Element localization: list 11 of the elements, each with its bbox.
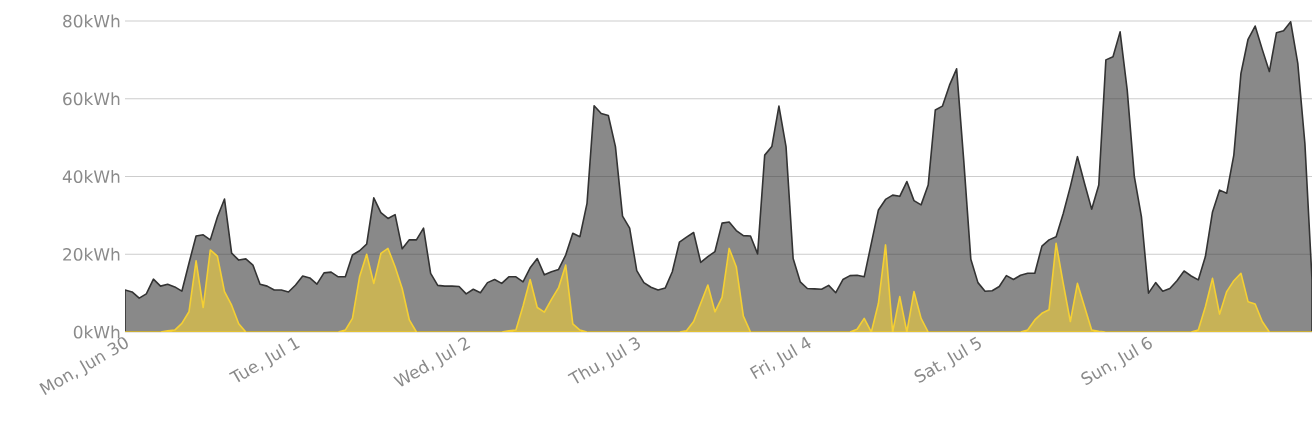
x-tick-label: Sat, Jul 5	[914, 336, 981, 383]
x-tick-label: Sun, Jul 6	[1081, 336, 1152, 385]
y-tick-label: 60kWh	[63, 92, 120, 106]
x-tick-label: Wed, Jul 2	[393, 337, 471, 387]
x-tick-label: Fri, Jul 4	[749, 336, 811, 380]
x-tick-label: Tue, Jul 1	[228, 337, 300, 383]
y-tick-label: 20kWh	[63, 247, 120, 261]
y-tick-label: 80kWh	[63, 14, 120, 28]
x-tick-label: Thu, Jul 3	[567, 337, 640, 384]
y-tick-label: 40kWh	[62, 169, 120, 184]
y-tick-label: 0kWh	[73, 325, 120, 339]
